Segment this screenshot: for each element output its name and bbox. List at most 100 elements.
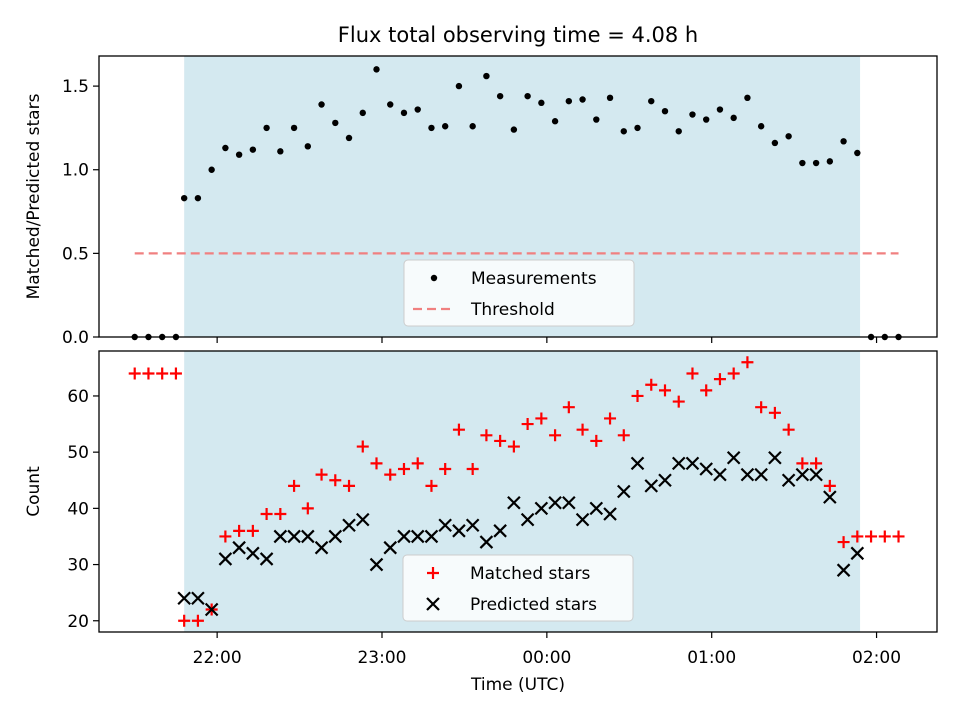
- top-ytick-label: 1.5: [62, 77, 89, 97]
- matched-star-point: [507, 440, 520, 453]
- predicted-star-point: [548, 495, 562, 510]
- predicted-star-point: [301, 529, 315, 544]
- measurement-point: [799, 159, 806, 167]
- measurement-point: [730, 114, 737, 122]
- predicted-star-point: [754, 467, 768, 482]
- predicted-star-point: [259, 552, 274, 566]
- measurement-point: [332, 119, 339, 127]
- matched-star-point: [755, 401, 768, 414]
- predicted-star-point: [204, 602, 219, 617]
- measurement-point: [551, 118, 559, 125]
- matched-star-point: [604, 412, 617, 425]
- measurement-point: [208, 166, 215, 173]
- measurement-point: [826, 158, 834, 165]
- matched-star-point: [178, 614, 191, 627]
- predicted-star-point: [823, 490, 837, 504]
- top-ytick-label: 0.0: [62, 328, 89, 348]
- measurement-point: [744, 94, 751, 102]
- measurement-point: [785, 133, 792, 140]
- measurement-point: [277, 148, 284, 155]
- matched-star-point: [892, 530, 905, 543]
- bottom-legend-box: [402, 554, 634, 622]
- measurement-point: [716, 106, 724, 113]
- predicted-star-point: [671, 456, 686, 471]
- matched-star-point: [411, 457, 424, 470]
- matched-star-point: [397, 463, 410, 476]
- measurement-point: [496, 92, 504, 100]
- xtick-label: 22:00: [193, 648, 242, 668]
- matched-star-point: [823, 479, 836, 492]
- xtick-label: 01:00: [687, 648, 736, 668]
- predicted-star-point: [603, 507, 617, 521]
- measurement-point: [593, 116, 600, 123]
- matched-star-point: [439, 463, 452, 476]
- measurement-point: [414, 106, 421, 113]
- matched-star-point: [425, 479, 438, 492]
- predicted-star-point: [369, 557, 384, 572]
- predicted-star-point: [479, 535, 494, 549]
- predicted-star-point: [410, 529, 425, 544]
- matched-star-point: [810, 457, 823, 470]
- matched-star-point: [169, 367, 182, 380]
- legend-x-marker: [426, 597, 440, 611]
- matched-star-point: [466, 463, 479, 476]
- measurement-point: [579, 96, 586, 103]
- predicted-star-point: [685, 456, 700, 471]
- measurement-point: [634, 124, 641, 132]
- legend-label: Predicted stars: [470, 595, 597, 615]
- predicted-star-point: [658, 473, 672, 488]
- measurement-point: [524, 92, 531, 100]
- matched-star-point: [370, 457, 383, 470]
- matched-star-point: [535, 412, 548, 425]
- top-ylabel: Matched/Predicted stars: [24, 93, 44, 299]
- predicted-star-point: [589, 501, 604, 516]
- bottom-ytick-label: 20: [67, 612, 89, 632]
- matched-star-point: [246, 524, 259, 537]
- bottom-legend: Matched stars Predicted stars: [402, 554, 634, 622]
- predicted-star-point: [383, 540, 398, 555]
- measurement-point: [675, 128, 682, 135]
- matched-star-point: [782, 423, 795, 436]
- predicted-star-point: [328, 529, 343, 544]
- legend-plus-marker: [427, 567, 439, 579]
- legend-dot-marker: [430, 274, 438, 282]
- predicted-star-point: [438, 518, 452, 532]
- bottom-ytick-label: 40: [67, 499, 89, 519]
- predicted-star-point: [246, 546, 260, 561]
- measurement-point: [812, 159, 820, 167]
- matched-star-point: [156, 367, 169, 380]
- top-panel: 0.0 0.5 1.0 1.5 Matched/Predicted stars Measu…: [24, 55, 938, 348]
- predicted-star-point: [273, 529, 288, 544]
- matched-star-point: [384, 468, 397, 481]
- measurement-point: [840, 138, 847, 145]
- matched-star-point: [521, 418, 534, 431]
- matched-star-point: [301, 502, 314, 515]
- measurement-point: [483, 72, 490, 80]
- predicted-star-point: [768, 451, 782, 465]
- matched-star-point: [576, 423, 589, 436]
- measurement-point: [428, 124, 435, 132]
- matched-star-point: [768, 406, 781, 419]
- predicted-star-point: [699, 462, 713, 476]
- matched-star-point: [617, 429, 630, 442]
- xtick-label: 00:00: [522, 648, 571, 668]
- predicted-star-point: [809, 467, 823, 482]
- predicted-star-point: [287, 529, 301, 544]
- predicted-star-point: [520, 512, 535, 527]
- matched-star-point: [233, 524, 246, 537]
- predicted-star-point: [781, 473, 796, 488]
- predicted-star-point: [713, 467, 727, 482]
- predicted-star-point: [740, 467, 755, 482]
- matched-star-point: [452, 423, 465, 436]
- measurement-point: [373, 66, 380, 73]
- matched-star-point: [191, 614, 204, 627]
- matched-star-point: [851, 530, 864, 543]
- predicted-star-point: [397, 529, 411, 544]
- measurement-point: [648, 97, 655, 105]
- measurement-point: [538, 99, 545, 107]
- measurement-point: [318, 101, 325, 108]
- predicted-star-point: [493, 524, 507, 538]
- predicted-star-point: [850, 546, 865, 561]
- matched-star-point: [288, 479, 301, 492]
